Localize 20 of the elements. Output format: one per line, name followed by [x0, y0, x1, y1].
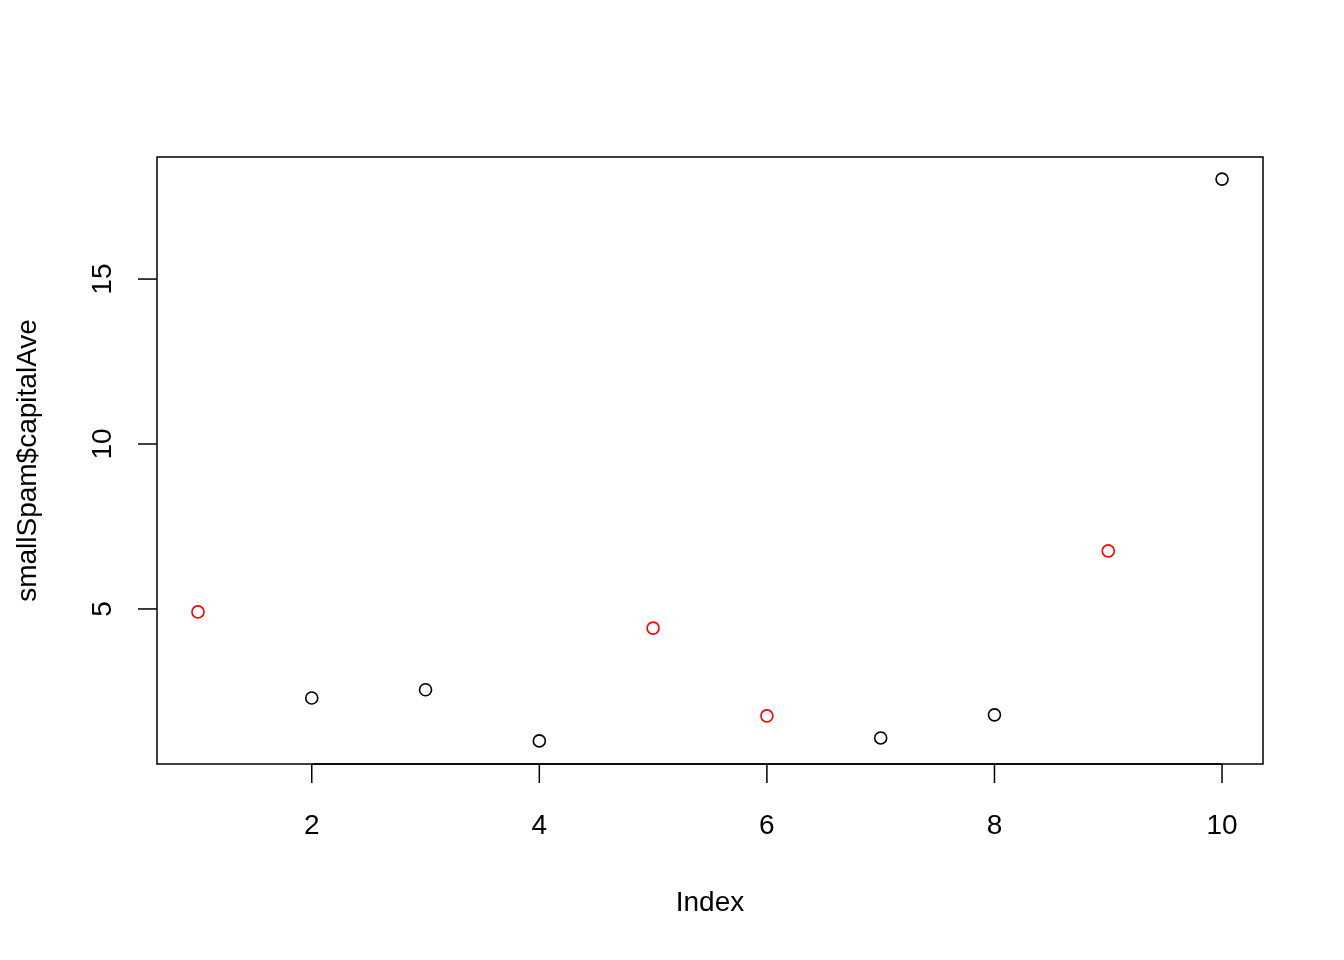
x-tick-label: 4 — [531, 809, 548, 840]
x-tick-label: 6 — [759, 809, 775, 840]
point — [418, 682, 433, 697]
y-axis-title: smallSpam$capitalAve — [11, 319, 42, 602]
point — [1101, 544, 1116, 558]
x-tick-label: 8 — [986, 809, 1003, 840]
x-axis-title: Index — [675, 886, 745, 917]
point — [304, 691, 319, 705]
point — [987, 708, 1002, 722]
y-tick-label: 15 — [86, 263, 117, 295]
x-tick-label: 2 — [303, 809, 320, 840]
y-tick-label: 5 — [86, 601, 117, 617]
point — [191, 605, 205, 619]
point — [760, 709, 774, 723]
point — [646, 621, 660, 635]
point — [1215, 172, 1229, 186]
x-tick-label: 10 — [1206, 809, 1238, 840]
point — [873, 731, 888, 745]
y-tick-label: 10 — [86, 428, 117, 460]
point — [532, 734, 547, 748]
